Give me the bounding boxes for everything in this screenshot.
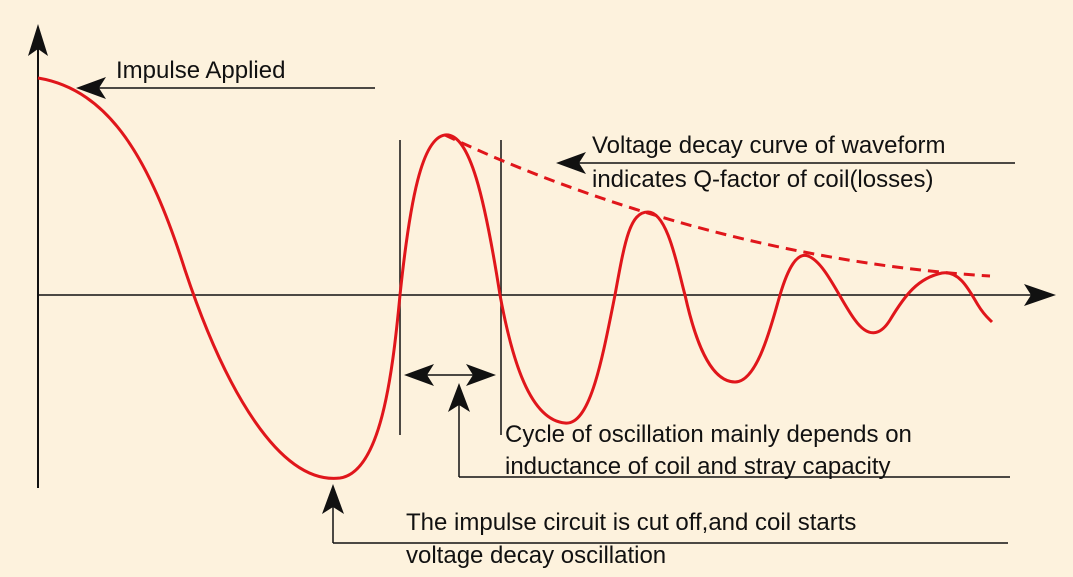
cycle-arrowhead-left bbox=[404, 364, 434, 386]
cutoff-label-line2: voltage decay oscillation bbox=[406, 542, 666, 569]
voltage-waveform bbox=[37, 76, 994, 480]
decay-label-line1: Voltage decay curve of waveform bbox=[592, 132, 946, 159]
voltage-decay-curve bbox=[444, 133, 991, 278]
cutoff-label-line1: The impulse circuit is cut off,and coil … bbox=[406, 509, 856, 536]
x-axis-arrowhead bbox=[1024, 284, 1056, 306]
y-axis-arrowhead bbox=[28, 24, 48, 56]
cycle-label-line2: inductance of coil and stray capacity bbox=[505, 453, 891, 480]
impulse-applied-label: Impulse Applied bbox=[116, 57, 285, 84]
cutoff-leader-arrowhead bbox=[322, 484, 344, 514]
impulse-arrowhead bbox=[76, 77, 106, 99]
decay-arrowhead bbox=[556, 152, 586, 174]
cycle-label-line1: Cycle of oscillation mainly depends on bbox=[505, 421, 912, 448]
cycle-arrowhead-right bbox=[466, 364, 496, 386]
decay-label-line2: indicates Q-factor of coil(losses) bbox=[592, 166, 933, 193]
cycle-leader-arrowhead bbox=[448, 383, 470, 412]
